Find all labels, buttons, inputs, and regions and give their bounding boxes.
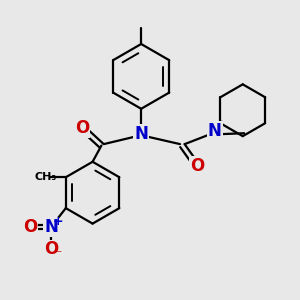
Text: N: N (44, 218, 58, 236)
Text: +: + (52, 215, 63, 229)
Text: O: O (23, 218, 37, 236)
Text: CH₃: CH₃ (34, 172, 56, 182)
Text: ⁻: ⁻ (54, 248, 61, 262)
Text: O: O (44, 240, 58, 258)
Text: O: O (190, 157, 204, 175)
Text: O: O (75, 119, 89, 137)
Text: N: N (134, 125, 148, 143)
Text: N: N (208, 122, 222, 140)
